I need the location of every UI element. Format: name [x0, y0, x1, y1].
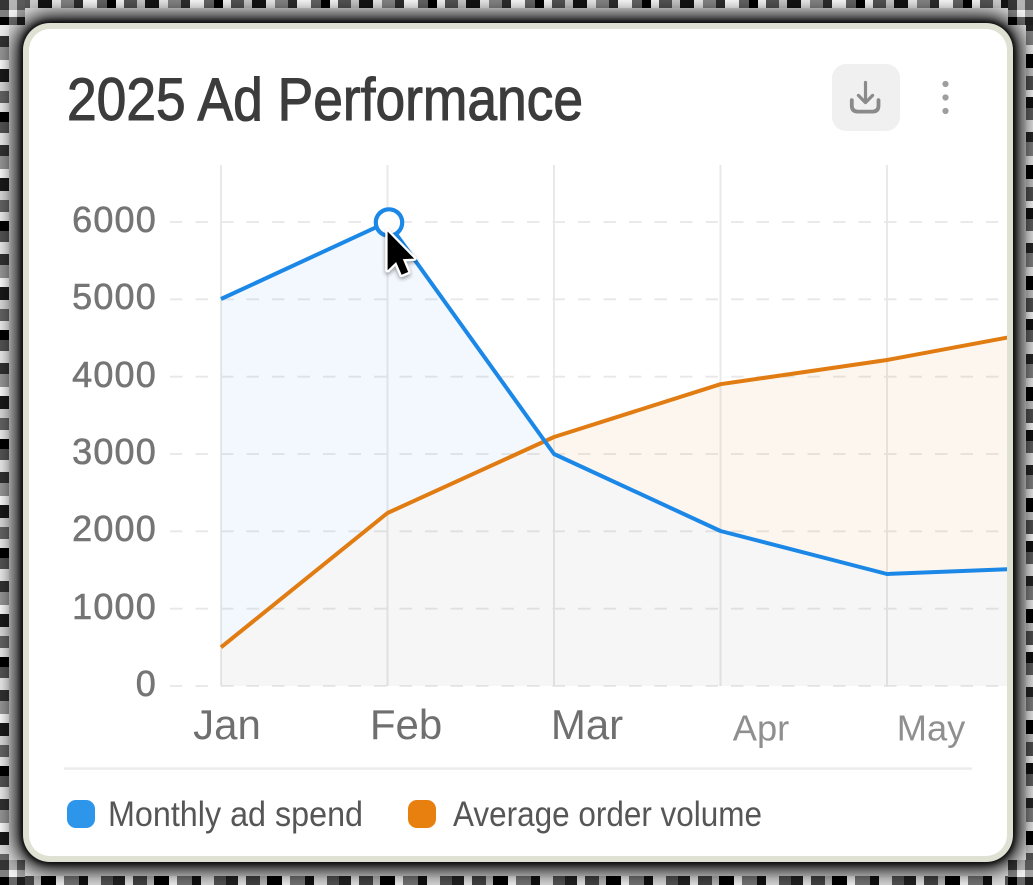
svg-text:2025 Ad Performance: 2025 Ad Performance [67, 66, 583, 133]
svg-text:Apr: Apr [733, 708, 789, 749]
svg-text:Average order volume: Average order volume [453, 795, 762, 834]
svg-text:Jan: Jan [193, 701, 261, 748]
svg-text:Mar: Mar [551, 701, 623, 748]
svg-text:4000: 4000 [72, 354, 157, 395]
svg-text:1000: 1000 [72, 586, 157, 627]
svg-text:6000: 6000 [72, 199, 157, 240]
svg-text:5000: 5000 [72, 276, 157, 317]
svg-text:2000: 2000 [72, 508, 157, 549]
svg-text:Monthly ad spend: Monthly ad spend [108, 795, 363, 834]
svg-text:0: 0 [136, 663, 157, 704]
svg-text:3000: 3000 [72, 431, 157, 472]
svg-text:Feb: Feb [370, 701, 442, 748]
svg-text:May: May [897, 708, 966, 749]
